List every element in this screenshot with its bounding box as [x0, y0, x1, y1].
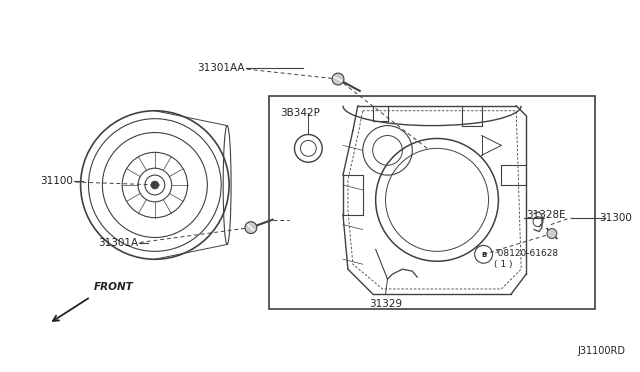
- Circle shape: [332, 73, 344, 85]
- Bar: [269, 96, 595, 309]
- Text: 31328E: 31328E: [526, 210, 566, 220]
- Text: 31300: 31300: [600, 213, 632, 223]
- Text: 31301A: 31301A: [98, 238, 138, 248]
- Text: ³08120-61628
( 1 ): ³08120-61628 ( 1 ): [495, 249, 559, 269]
- Circle shape: [547, 228, 557, 238]
- Text: FRONT: FRONT: [93, 282, 133, 292]
- Circle shape: [151, 181, 159, 189]
- Text: J31100RD: J31100RD: [577, 346, 625, 356]
- Text: 31329: 31329: [369, 299, 402, 309]
- Text: 31301AA: 31301AA: [198, 63, 245, 73]
- Circle shape: [245, 222, 257, 234]
- Text: 31100: 31100: [40, 176, 73, 186]
- Text: B: B: [481, 252, 486, 258]
- Text: 3B342P: 3B342P: [280, 108, 321, 118]
